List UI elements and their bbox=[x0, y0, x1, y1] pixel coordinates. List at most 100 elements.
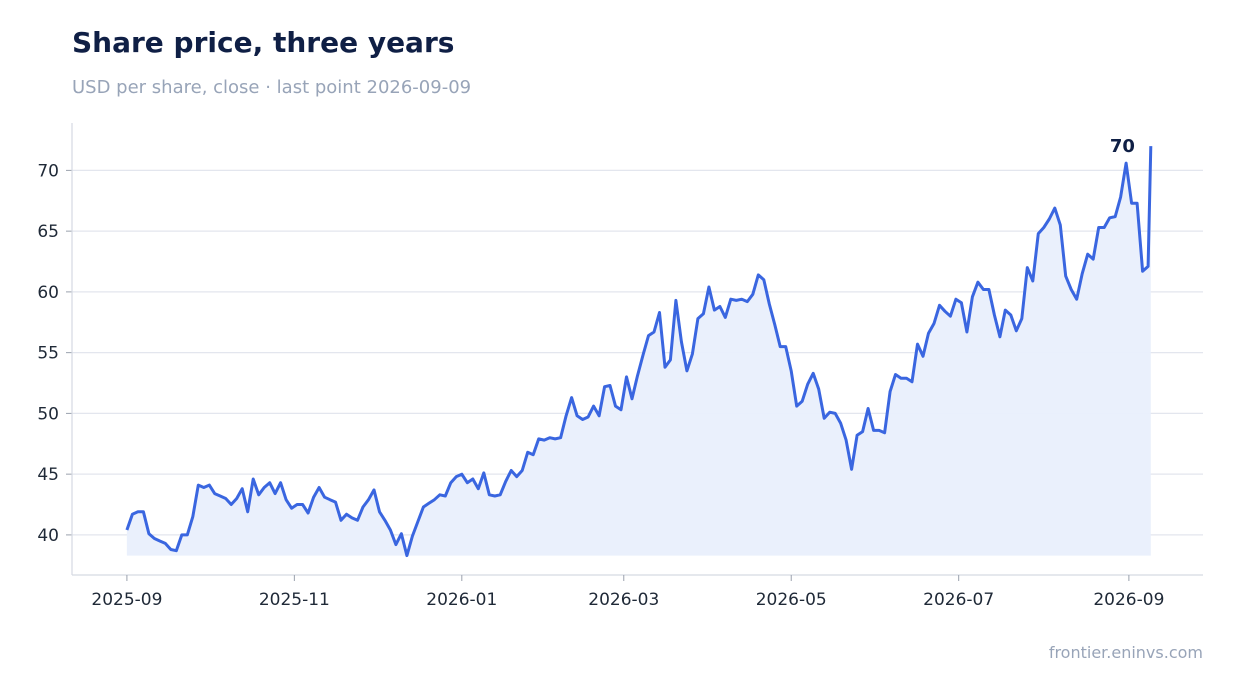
y-tick-label: 50 bbox=[37, 404, 59, 424]
data-point bbox=[494, 495, 496, 497]
data-point bbox=[323, 496, 325, 498]
x-tick-label: 2025-11 bbox=[259, 590, 330, 610]
data-point bbox=[1150, 145, 1152, 147]
data-point bbox=[812, 372, 814, 374]
data-point bbox=[318, 486, 320, 488]
data-point bbox=[263, 486, 265, 488]
data-point bbox=[971, 296, 973, 298]
data-point bbox=[477, 488, 479, 490]
data-point bbox=[461, 473, 463, 475]
data-point bbox=[752, 293, 754, 295]
data-point bbox=[559, 437, 561, 439]
x-tick-label: 2026-01 bbox=[426, 590, 497, 610]
data-point bbox=[999, 336, 1001, 338]
data-point bbox=[290, 507, 292, 509]
x-tick-label: 2026-05 bbox=[756, 590, 827, 610]
data-point bbox=[900, 377, 902, 379]
data-point bbox=[818, 388, 820, 390]
data-point bbox=[1103, 226, 1105, 228]
data-point bbox=[587, 416, 589, 418]
data-point bbox=[236, 497, 238, 499]
data-point bbox=[527, 451, 529, 453]
data-point bbox=[126, 529, 128, 531]
data-point bbox=[823, 417, 825, 419]
data-point bbox=[570, 396, 572, 398]
data-point bbox=[488, 494, 490, 496]
x-tick-label: 2026-09 bbox=[1093, 590, 1164, 610]
data-point bbox=[516, 475, 518, 477]
data-point bbox=[472, 478, 474, 480]
data-point bbox=[1037, 232, 1039, 234]
data-point bbox=[801, 400, 803, 402]
data-point bbox=[636, 375, 638, 377]
data-point bbox=[1043, 226, 1045, 228]
data-point bbox=[225, 497, 227, 499]
chart-subtitle: USD per share, close · last point 2026-0… bbox=[72, 77, 472, 98]
data-point bbox=[384, 519, 386, 521]
data-point bbox=[702, 313, 704, 315]
data-point bbox=[625, 376, 627, 378]
data-point bbox=[1081, 273, 1083, 275]
data-point bbox=[1147, 265, 1149, 267]
data-point bbox=[966, 331, 968, 333]
data-point bbox=[159, 540, 161, 542]
data-point bbox=[274, 492, 276, 494]
data-point bbox=[642, 354, 644, 356]
data-point bbox=[576, 415, 578, 417]
data-point bbox=[1070, 288, 1072, 290]
data-point bbox=[785, 345, 787, 347]
source-label: frontier.eninvs.com bbox=[1048, 643, 1203, 662]
data-point bbox=[658, 311, 660, 313]
data-point bbox=[675, 299, 677, 301]
data-point bbox=[181, 534, 183, 536]
data-point bbox=[614, 405, 616, 407]
data-point bbox=[829, 411, 831, 413]
data-point bbox=[845, 439, 847, 441]
data-point bbox=[499, 494, 501, 496]
y-tick-label: 40 bbox=[37, 526, 59, 546]
data-point bbox=[565, 415, 567, 417]
data-point bbox=[609, 384, 611, 386]
data-point bbox=[417, 520, 419, 522]
data-point bbox=[389, 529, 391, 531]
data-point bbox=[1076, 298, 1078, 300]
data-point bbox=[411, 535, 413, 537]
data-point bbox=[307, 512, 309, 514]
data-point bbox=[175, 550, 177, 552]
data-point bbox=[433, 499, 435, 501]
data-point bbox=[839, 422, 841, 424]
data-point bbox=[1010, 314, 1012, 316]
y-tick-label: 55 bbox=[37, 344, 59, 364]
data-point bbox=[554, 438, 556, 440]
data-point bbox=[647, 334, 649, 336]
data-point bbox=[1065, 275, 1067, 277]
data-point bbox=[988, 288, 990, 290]
data-point bbox=[669, 359, 671, 361]
area-fill bbox=[126, 146, 1151, 556]
data-point bbox=[741, 298, 743, 300]
data-point bbox=[1119, 196, 1121, 198]
data-point bbox=[367, 499, 369, 501]
data-point bbox=[395, 543, 397, 545]
data-point bbox=[779, 345, 781, 347]
data-point bbox=[455, 475, 457, 477]
data-point bbox=[137, 511, 139, 513]
data-point bbox=[603, 386, 605, 388]
data-point bbox=[916, 343, 918, 345]
data-point bbox=[730, 298, 732, 300]
data-point bbox=[549, 437, 551, 439]
data-point bbox=[444, 495, 446, 497]
data-point bbox=[581, 418, 583, 420]
data-point bbox=[351, 517, 353, 519]
data-point bbox=[680, 341, 682, 343]
data-point bbox=[697, 317, 699, 319]
data-point bbox=[1015, 330, 1017, 332]
data-point bbox=[834, 412, 836, 414]
data-point bbox=[763, 279, 765, 281]
data-point bbox=[334, 501, 336, 503]
data-point bbox=[713, 309, 715, 311]
data-point bbox=[1004, 309, 1006, 311]
data-point bbox=[867, 407, 869, 409]
data-point bbox=[1098, 226, 1100, 228]
data-point bbox=[719, 305, 721, 307]
